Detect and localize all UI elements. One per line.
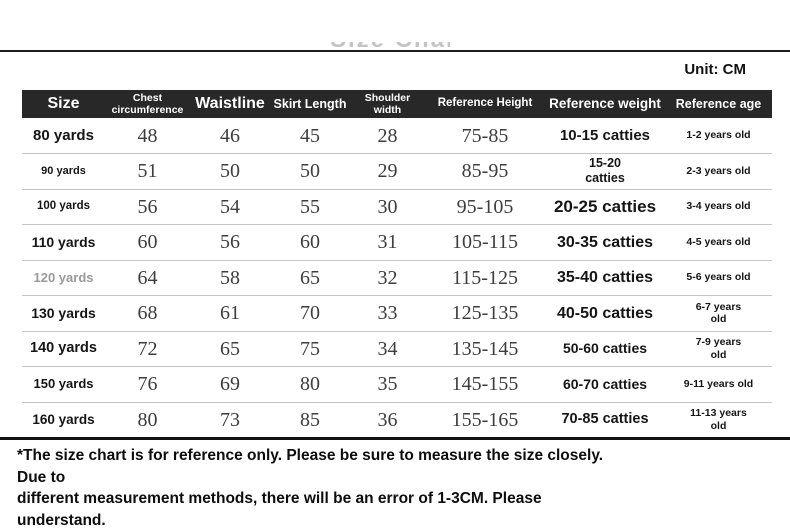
waistline-cell: 46 [190,118,270,154]
table-row: 120 yards 64 58 65 32 115-125 35-40 catt… [22,260,772,296]
waistline-cell: 73 [220,409,240,431]
table-header-row: Size Chest circumference Waistline Skirt… [22,90,772,118]
table-row: 100 yards 56 54 55 30 95-105 20-25 catti… [22,189,772,225]
waistline-cell: 56 [190,224,270,261]
col-header-size: Size [47,94,80,112]
size-cell: 110 yards [22,224,105,261]
waistline-cell: 54 [190,189,270,225]
waistline-cell: 50 [190,153,270,190]
reference-age-cell: 2-3 years old [665,153,772,190]
size-cell: 100 yards [22,189,105,225]
reference-height-cell: 75-85 [425,118,545,154]
table-row: 150 yards 76 69 80 35 145-155 60-70 catt… [22,366,772,403]
shoulder-width-cell: 31 [350,224,425,261]
chest-cell: 48 [105,118,190,154]
reference-height-cell: 155-165 [451,409,519,431]
shoulder-width-cell: 32 [350,260,425,296]
size-cell: 150 yards [22,366,105,403]
size-cell: 160 yards [32,411,95,427]
page-title-fragment: Size Chart [330,42,450,51]
reference-age-cell: 9-11 years old [665,366,772,403]
chest-cell: 80 [137,409,158,431]
waistline-cell: 69 [190,366,270,403]
shoulder-width-cell: 33 [350,295,425,332]
skirt-length-cell: 45 [270,118,350,154]
skirt-length-cell: 75 [270,331,350,367]
col-header-shoulder-width: Shoulder width [364,91,411,116]
reference-weight-cell: 15-20 catties [545,153,665,190]
footer-note: *The size chart is for reference only. P… [17,447,604,529]
reference-age-cell: 7-9 years old [665,331,772,367]
chest-cell: 72 [105,331,190,367]
chest-cell: 56 [105,189,190,225]
skirt-length-cell: 80 [270,366,350,403]
reference-age-cell: 11-13 years old [690,407,747,432]
chest-cell: 60 [105,224,190,261]
size-cell: 120 yards [22,260,105,296]
reference-age-cell: 3-4 years old [665,189,772,225]
shoulder-width-cell: 30 [350,189,425,225]
table-row: 80 yards 48 46 45 28 75-85 10-15 catties… [22,118,772,154]
reference-age-cell: 5-6 years old [665,260,772,296]
top-divider [0,50,790,52]
shoulder-width-cell: 35 [350,366,425,403]
reference-age-cell: 1-2 years old [665,118,772,154]
waistline-cell: 61 [190,295,270,332]
shoulder-width-cell: 34 [350,331,425,367]
shoulder-width-cell: 29 [350,153,425,190]
skirt-length-cell: 50 [270,153,350,190]
reference-age-cell: 6-7 years old [665,295,772,332]
table-row: 110 yards 60 56 60 31 105-115 30-35 catt… [22,224,772,261]
reference-weight-cell: 60-70 catties [545,366,665,403]
table-row: 130 yards 68 61 70 33 125-135 40-50 catt… [22,295,772,332]
chest-cell: 68 [105,295,190,332]
col-header-waistline: Waistline [195,94,265,112]
shoulder-width-cell: 28 [350,118,425,154]
reference-weight-cell: 40-50 catties [545,295,665,332]
reference-height-cell: 125-135 [425,295,545,332]
reference-height-cell: 115-125 [425,260,545,296]
reference-height-cell: 135-145 [425,331,545,367]
bottom-divider [0,437,790,440]
unit-label: Unit: CM [684,61,746,78]
col-header-reference-age: Reference age [675,96,762,111]
reference-weight-cell: 70-85 catties [561,411,649,428]
reference-weight-cell: 50-60 catties [545,331,665,367]
reference-age-cell: 4-5 years old [665,224,772,261]
reference-height-cell: 105-115 [425,224,545,261]
col-header-chest: Chest circumference [111,91,184,116]
size-cell: 140 yards [22,331,105,367]
skirt-length-cell: 70 [270,295,350,332]
page-title-text: Size Chart [330,42,450,51]
waistline-cell: 65 [190,331,270,367]
size-chart-table: Size Chest circumference Waistline Skirt… [22,90,772,438]
reference-height-cell: 145-155 [425,366,545,403]
waistline-cell: 58 [190,260,270,296]
size-cell: 130 yards [22,295,105,332]
skirt-length-cell: 65 [270,260,350,296]
chest-cell: 51 [105,153,190,190]
reference-height-cell: 85-95 [425,153,545,190]
table-row: 140 yards 72 65 75 34 135-145 50-60 catt… [22,331,772,367]
table-row: 160 yards 80 73 85 36 155-165 70-85 catt… [22,402,772,438]
shoulder-width-cell: 36 [377,409,398,431]
skirt-length-cell: 60 [270,224,350,261]
reference-weight-cell: 35-40 catties [545,260,665,296]
table-row: 90 yards 51 50 50 29 85-95 15-20 catties… [22,153,772,190]
skirt-length-cell: 85 [300,409,320,431]
chest-cell: 76 [105,366,190,403]
reference-weight-cell: 30-35 catties [545,224,665,261]
reference-weight-cell: 10-15 catties [545,118,665,154]
chest-cell: 64 [105,260,190,296]
skirt-length-cell: 55 [270,189,350,225]
size-cell: 90 yards [22,153,105,190]
col-header-skirt-length: Skirt Length [273,96,347,111]
reference-weight-cell: 20-25 catties [545,189,665,225]
col-header-reference-height: Reference Height [437,97,533,110]
size-cell: 80 yards [22,118,105,154]
reference-height-cell: 95-105 [425,189,545,225]
col-header-reference-weight: Reference weight [549,96,661,112]
